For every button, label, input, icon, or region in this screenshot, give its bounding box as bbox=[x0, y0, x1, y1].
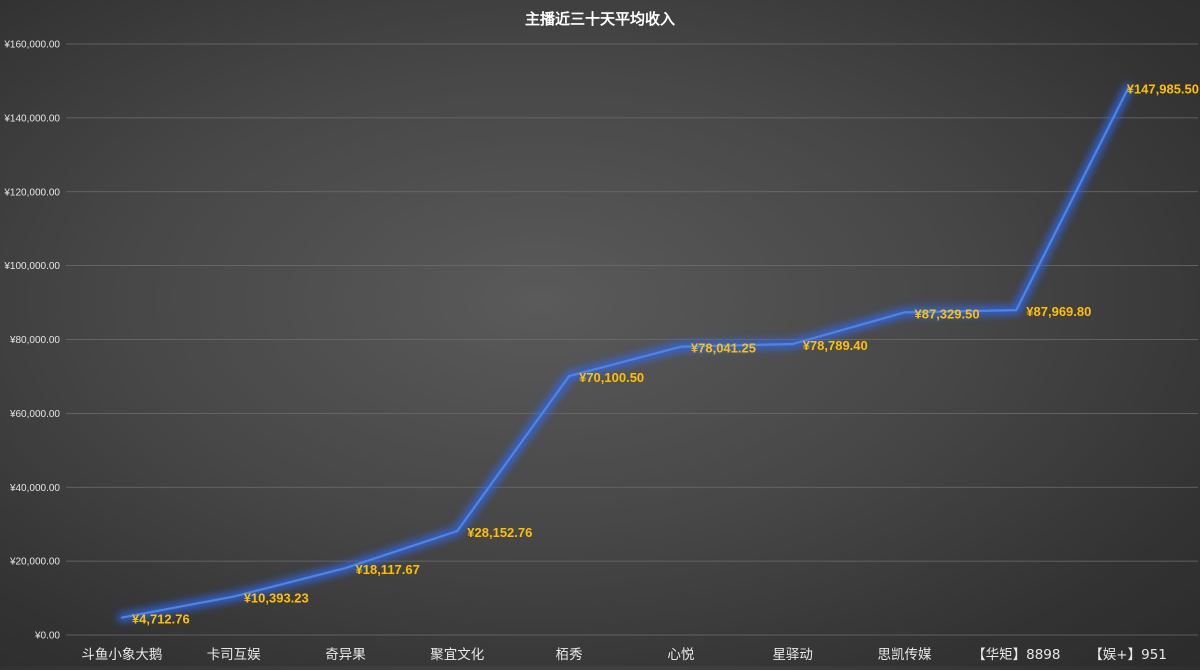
x-axis-tick-labels: 斗鱼小象大鹅 卡司互娱 奇异果 聚宜文化 栢秀 心悦 星驿动 思凯传媒 【华矩】8898 【娱+】… bbox=[81, 646, 1166, 663]
x-tick-label: 星驿动 bbox=[772, 647, 813, 663]
data-label: ¥147,985.50 bbox=[1127, 81, 1199, 96]
data-labels: ¥4,712.76 ¥10,393.23 ¥18,117.67 ¥28,152.76 ¥… bbox=[132, 81, 1199, 626]
series-line-path bbox=[120, 87, 1130, 619]
y-tick-label: ¥40,000.00 bbox=[9, 483, 60, 494]
x-tick-label: 心悦 bbox=[667, 647, 695, 663]
x-tick-label: 栢秀 bbox=[556, 647, 583, 663]
data-label: ¥87,969.80 bbox=[1026, 304, 1091, 319]
x-tick-label: 卡司互娱 bbox=[207, 647, 261, 663]
y-tick-label: ¥80,000.00 bbox=[9, 335, 60, 346]
series-line-glow bbox=[117, 83, 1133, 623]
chart-title: 主播近三十天平均收入 bbox=[525, 10, 675, 28]
x-tick-label: 思凯传媒 bbox=[878, 647, 932, 663]
data-label: ¥28,152.76 bbox=[467, 525, 532, 540]
data-label: ¥70,100.50 bbox=[579, 370, 644, 385]
x-tick-label: 【华矩】8898 bbox=[972, 647, 1060, 663]
data-label: ¥87,329.50 bbox=[915, 306, 980, 321]
x-tick-label: 聚宜文化 bbox=[430, 647, 484, 663]
y-tick-label: ¥20,000.00 bbox=[9, 557, 60, 568]
data-label: ¥10,393.23 bbox=[244, 591, 309, 606]
y-tick-label: ¥60,000.00 bbox=[9, 409, 60, 420]
y-tick-label: ¥120,000.00 bbox=[3, 187, 60, 198]
data-label: ¥18,117.67 bbox=[356, 562, 420, 577]
data-label: ¥78,789.40 bbox=[803, 338, 868, 353]
y-tick-label: ¥0.00 bbox=[34, 631, 60, 642]
x-tick-label: 【娱+】951 bbox=[1089, 647, 1167, 663]
y-tick-label: ¥160,000.00 bbox=[3, 40, 60, 51]
x-tick-label: 奇异果 bbox=[325, 646, 366, 663]
gridlines bbox=[66, 43, 1198, 636]
data-label: ¥4,712.76 bbox=[132, 612, 190, 627]
x-tick-label: 斗鱼小象大鹅 bbox=[81, 646, 162, 663]
y-tick-label: ¥100,000.00 bbox=[3, 261, 60, 272]
series-line bbox=[117, 83, 1133, 623]
y-axis-tick-labels: ¥0.00 ¥20,000.00 ¥40,000.00 ¥60,000.00 ¥80,0… bbox=[3, 40, 60, 642]
data-label: ¥78,041.25 bbox=[691, 341, 756, 356]
y-tick-label: ¥140,000.00 bbox=[3, 113, 60, 124]
